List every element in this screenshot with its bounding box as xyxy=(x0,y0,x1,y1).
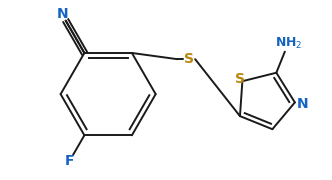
Text: N: N xyxy=(56,7,68,21)
Text: S: S xyxy=(184,52,194,66)
Text: NH$_2$: NH$_2$ xyxy=(275,36,302,51)
Text: N: N xyxy=(296,97,308,111)
Text: F: F xyxy=(64,154,74,168)
Text: S: S xyxy=(235,72,245,86)
